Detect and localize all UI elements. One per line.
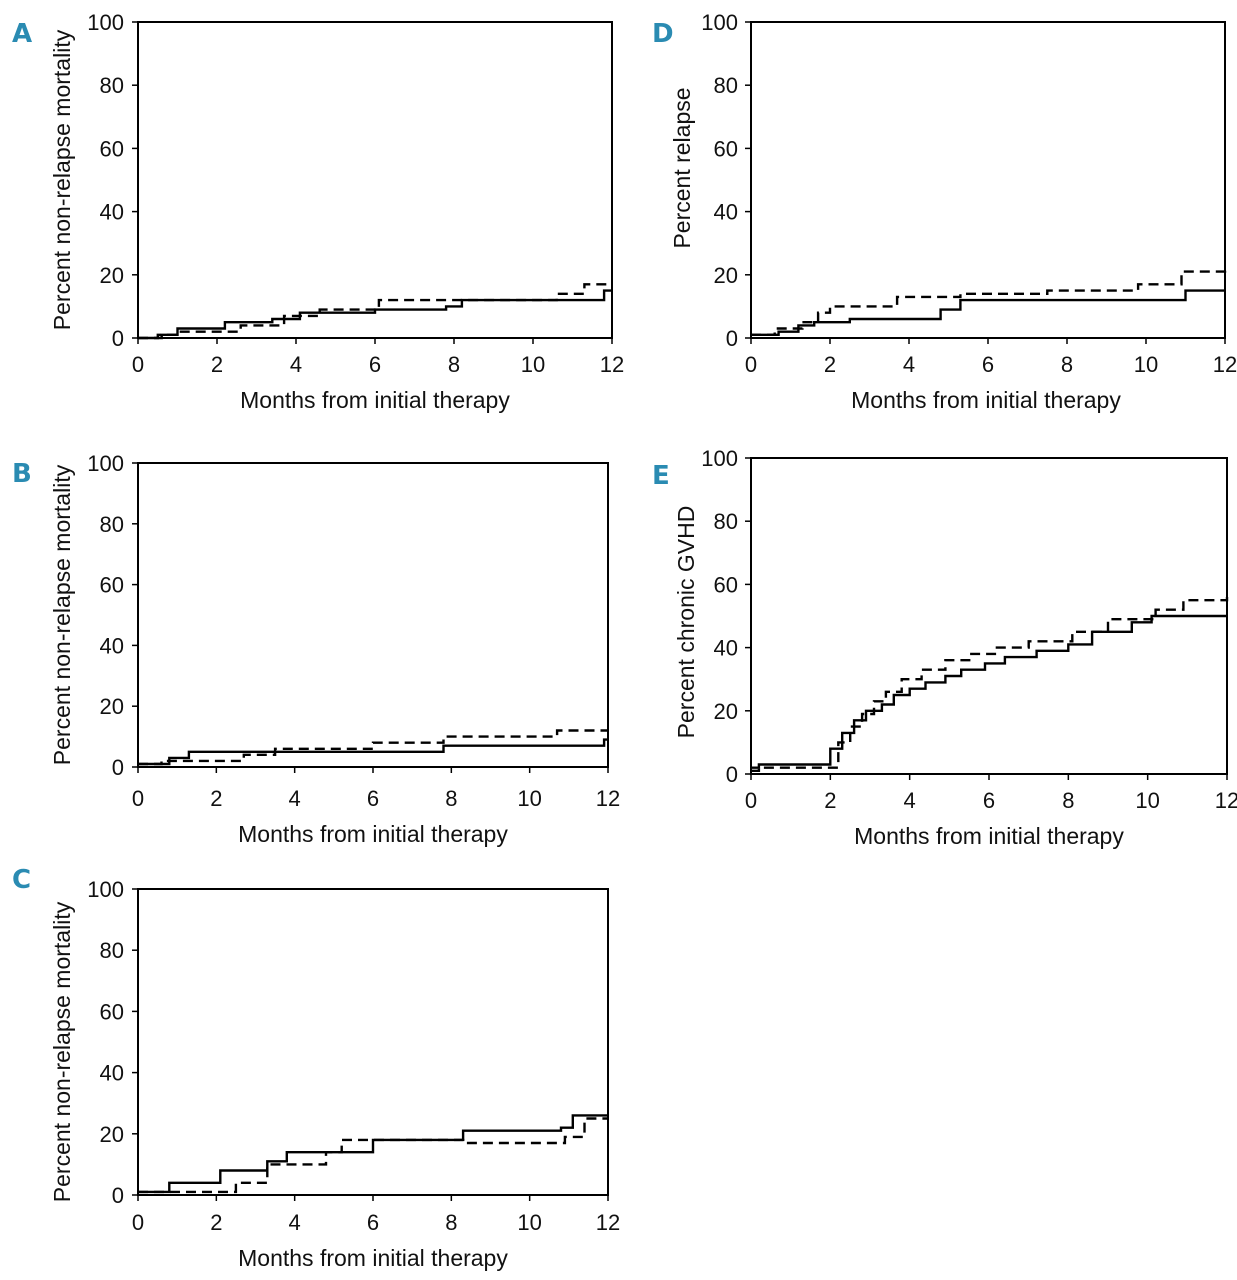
- panel-a-frame: [137, 21, 613, 339]
- panel-e-dashed-curve: [751, 597, 1229, 772]
- panel-d-xtick-label: 2: [824, 352, 836, 377]
- panel-a-xtick-label: 10: [521, 352, 545, 377]
- panel-e-ytick-label: 20: [714, 699, 738, 724]
- panel-e-xtick-label: 10: [1135, 788, 1159, 813]
- panel-d-ytick-label: 40: [714, 200, 738, 225]
- panel-e-xtick-label: 8: [1062, 788, 1074, 813]
- panel-b-ytick-label: 80: [100, 512, 124, 537]
- panel-d-ytick-label: 80: [714, 73, 738, 98]
- panel-a-ytick-label: 100: [87, 10, 124, 35]
- panel-b-ytick-label: 60: [100, 573, 124, 598]
- panel-d-ytick-label: 60: [714, 136, 738, 161]
- panel-d-dashed-curve: [751, 265, 1227, 336]
- panel-b-ytick-label: 20: [100, 694, 124, 719]
- panel-c-xtick-label: 8: [445, 1210, 457, 1235]
- panel-d-ylabel: Percent relapse: [669, 87, 695, 248]
- panel-c-ytick-label: 40: [100, 1061, 124, 1086]
- panel-a-ylabel: Percent non-relapse mortality: [49, 29, 75, 330]
- panel-c-xtick-label: 4: [289, 1210, 301, 1235]
- panel-b-xtick-label: 8: [445, 786, 457, 811]
- panel-c-xtick-label: 12: [596, 1210, 620, 1235]
- panel-a-ytick-label: 20: [100, 263, 124, 288]
- panel-b-xtick-label: 2: [210, 786, 222, 811]
- panel-e-ytick-label: 40: [714, 636, 738, 661]
- panel-b-xtick-label: 6: [367, 786, 379, 811]
- panel-a-xtick-label: 2: [211, 352, 223, 377]
- panel-e-ytick-label: 100: [701, 446, 738, 471]
- panel-b-ytick-label: 40: [100, 633, 124, 658]
- panel-c-ytick-label: 20: [100, 1122, 124, 1147]
- panel-b-frame: [137, 462, 609, 768]
- panel-a: A Percent non-relapse mortality Months f…: [12, 10, 624, 413]
- panel-a-xtick-label: 0: [132, 352, 144, 377]
- panel-c-ytick-label: 100: [87, 877, 124, 902]
- panel-c-letter: C: [12, 865, 31, 895]
- panel-c-xtick-label: 0: [132, 1210, 144, 1235]
- panel-e-xtick-label: 0: [745, 788, 757, 813]
- panel-c-xtick-label: 10: [517, 1210, 541, 1235]
- panel-a-ytick-label: 40: [100, 200, 124, 225]
- panel-d: D Percent relapse Months from initial th…: [652, 10, 1237, 413]
- panel-e-xlabel: Months from initial therapy: [854, 823, 1124, 849]
- panel-d-xtick-label: 4: [903, 352, 915, 377]
- panel-d-ytick-label: 20: [714, 263, 738, 288]
- panel-a-letter: A: [12, 19, 32, 49]
- panel-e-ytick-label: 0: [726, 762, 738, 787]
- panel-c-ytick-label: 60: [100, 999, 124, 1024]
- panel-c-dashed-curve: [138, 1117, 608, 1194]
- panel-b-ytick-label: 0: [112, 755, 124, 780]
- panel-a-solid-curve: [138, 289, 612, 340]
- panel-e-ytick-label: 80: [714, 509, 738, 534]
- panel-d-xtick-label: 0: [745, 352, 757, 377]
- panel-b: B Percent non-relapse mortality Months f…: [12, 451, 620, 847]
- panel-d-xtick-label: 12: [1213, 352, 1237, 377]
- panel-a-ytick-label: 0: [112, 326, 124, 351]
- panel-c-xtick-label: 6: [367, 1210, 379, 1235]
- panel-d-ytick-label: 0: [726, 326, 738, 351]
- panel-e-xtick-label: 4: [904, 788, 916, 813]
- panel-a-xlabel: Months from initial therapy: [240, 387, 510, 413]
- panel-e-solid-curve: [751, 614, 1227, 769]
- panel-b-xlabel: Months from initial therapy: [238, 821, 508, 847]
- panel-d-frame: [750, 21, 1226, 339]
- panel-d-solid-curve: [751, 289, 1225, 336]
- panel-e-xtick-label: 12: [1215, 788, 1237, 813]
- panel-a-xtick-label: 8: [448, 352, 460, 377]
- panel-a-xtick-label: 6: [369, 352, 381, 377]
- panel-e-ytick-label: 60: [714, 572, 738, 597]
- panel-b-xtick-label: 12: [596, 786, 620, 811]
- panel-e-xtick-label: 6: [983, 788, 995, 813]
- panel-d-xtick-label: 6: [982, 352, 994, 377]
- panel-b-dashed-curve: [138, 729, 608, 766]
- panel-e-xtick-label: 2: [824, 788, 836, 813]
- panel-c-ytick-label: 80: [100, 938, 124, 963]
- panel-b-xtick-label: 4: [289, 786, 301, 811]
- panel-a-ytick-label: 60: [100, 136, 124, 161]
- panel-b-letter: B: [12, 459, 32, 489]
- panel-d-xlabel: Months from initial therapy: [851, 387, 1121, 413]
- panel-e-ylabel: Percent chronic GVHD: [673, 506, 699, 739]
- panel-e: E Percent chronic GVHD Months from initi…: [652, 446, 1237, 849]
- panel-b-xtick-label: 10: [517, 786, 541, 811]
- panel-b-ylabel: Percent non-relapse mortality: [49, 464, 75, 765]
- panel-d-letter: D: [652, 19, 674, 49]
- panel-b-xtick-label: 0: [132, 786, 144, 811]
- panel-a-xtick-label: 12: [600, 352, 624, 377]
- panel-b-ytick-label: 100: [87, 451, 124, 476]
- panel-d-ytick-label: 100: [701, 10, 738, 35]
- panel-c-xtick-label: 2: [210, 1210, 222, 1235]
- panel-c-ytick-label: 0: [112, 1183, 124, 1208]
- panel-c-solid-curve: [138, 1114, 608, 1194]
- panel-e-letter: E: [652, 461, 670, 491]
- panel-c-xlabel: Months from initial therapy: [238, 1245, 508, 1271]
- panel-d-xtick-label: 10: [1134, 352, 1158, 377]
- panel-a-ytick-label: 80: [100, 73, 124, 98]
- panel-c: C Percent non-relapse mortality Months f…: [12, 865, 620, 1271]
- panel-d-xtick-label: 8: [1061, 352, 1073, 377]
- panel-a-xtick-label: 4: [290, 352, 302, 377]
- panel-c-ylabel: Percent non-relapse mortality: [49, 901, 75, 1202]
